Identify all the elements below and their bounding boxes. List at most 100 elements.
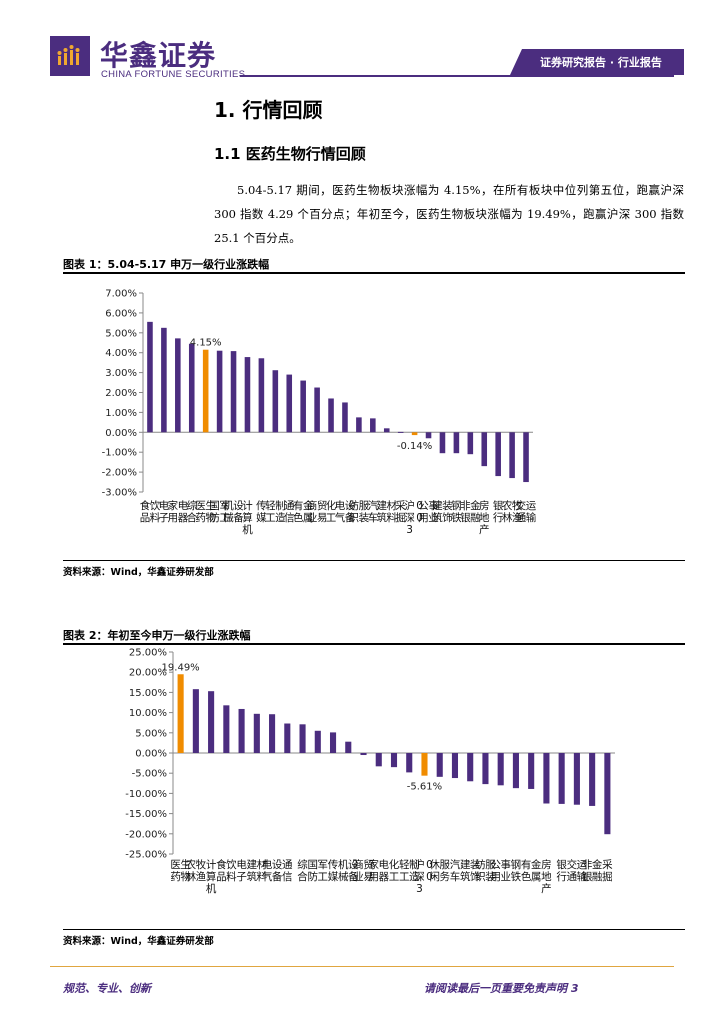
svg-text:工: 工: [326, 512, 337, 524]
bar: [328, 398, 334, 433]
y-tick-label: 25.00%: [129, 648, 167, 659]
svg-text:金: 金: [531, 858, 542, 871]
bar: [453, 432, 460, 454]
svg-text:商: 商: [353, 858, 364, 871]
figure1-top-rule: [63, 272, 685, 274]
category-label: 银行: [493, 499, 504, 524]
category-label: 钢铁: [511, 858, 522, 883]
logo-icon: [50, 36, 90, 76]
svg-text:家: 家: [369, 858, 380, 871]
svg-text:物: 物: [205, 511, 216, 524]
category-label: 计算机: [206, 858, 217, 895]
bar: [604, 753, 611, 835]
data-label: -0.14%: [397, 441, 432, 452]
bar: [300, 380, 306, 433]
svg-text:食: 食: [216, 858, 227, 871]
svg-text:气: 气: [335, 511, 346, 524]
svg-text:织: 织: [349, 512, 360, 524]
svg-text:化: 化: [389, 858, 400, 871]
bar: [356, 417, 362, 433]
svg-text:务: 务: [439, 870, 450, 883]
svg-text:色: 色: [293, 511, 304, 524]
svg-text:电: 电: [178, 499, 189, 512]
svg-text:饮: 饮: [226, 858, 237, 871]
svg-text:化: 化: [326, 499, 337, 512]
svg-text:贸: 贸: [317, 500, 328, 512]
svg-text:车: 车: [450, 870, 461, 883]
svg-text:业: 业: [500, 871, 511, 883]
svg-text:国: 国: [209, 500, 220, 512]
svg-text:车: 车: [368, 511, 379, 524]
bar: [370, 418, 376, 433]
y-tick-label: 20.00%: [129, 668, 167, 679]
category-label: 医药生物: [195, 499, 216, 524]
svg-text:设: 设: [233, 500, 244, 512]
svg-text:筑: 筑: [460, 870, 471, 883]
svg-text:业: 业: [353, 871, 364, 883]
svg-text:运: 运: [577, 859, 588, 871]
svg-text:合: 合: [297, 870, 308, 883]
svg-text:易: 易: [363, 871, 374, 883]
svg-text:食: 食: [140, 499, 151, 512]
svg-text:事: 事: [500, 858, 511, 871]
svg-text:用: 用: [168, 512, 179, 524]
svg-text:织: 织: [475, 871, 486, 883]
category-label: 化工: [326, 499, 337, 524]
y-tick-label: 0.00%: [135, 749, 167, 760]
figure1-bottom-rule: [63, 560, 685, 561]
svg-text:建: 建: [377, 499, 388, 512]
svg-text:工: 工: [219, 512, 230, 524]
bar: [383, 428, 390, 433]
svg-text:防: 防: [209, 511, 220, 524]
svg-text:防: 防: [308, 870, 319, 883]
bar: [216, 350, 223, 433]
svg-text:贸: 贸: [363, 859, 374, 871]
bar: [523, 432, 529, 483]
svg-text:计: 计: [206, 858, 217, 871]
bar: [161, 327, 167, 433]
svg-text:0: 0: [426, 859, 433, 871]
y-tick-label: -3.00%: [102, 488, 137, 499]
bar: [244, 357, 251, 433]
category-label: 通信: [282, 859, 293, 883]
header-divider: [240, 75, 674, 77]
category-label: 综合: [297, 858, 308, 883]
svg-text:装: 装: [359, 511, 370, 524]
data-label: 4.15%: [190, 338, 222, 349]
svg-text:易: 易: [317, 512, 328, 524]
svg-text:通: 通: [284, 500, 295, 512]
svg-text:筑: 筑: [432, 511, 443, 524]
y-tick-label: -15.00%: [125, 809, 167, 820]
bar: [425, 432, 432, 439]
bar: [314, 730, 321, 753]
svg-text:交: 交: [516, 499, 527, 512]
svg-text:设: 设: [345, 500, 356, 512]
bar: [253, 713, 260, 753]
svg-text:休: 休: [429, 859, 440, 871]
bar: [375, 753, 382, 767]
svg-text:料: 料: [387, 511, 398, 524]
svg-text:深: 深: [404, 512, 415, 524]
svg-text:服: 服: [485, 859, 496, 871]
y-tick-label: -5.00%: [132, 769, 167, 780]
svg-text:传: 传: [256, 500, 267, 512]
y-tick-label: 1.00%: [105, 408, 137, 419]
svg-text:料: 料: [150, 511, 161, 524]
category-label: 通信: [284, 500, 295, 524]
svg-text:机: 机: [223, 499, 234, 512]
category-label: 化工: [389, 858, 400, 883]
y-tick-label: -25.00%: [125, 850, 167, 861]
svg-text:沪: 沪: [404, 499, 415, 512]
svg-text:信: 信: [282, 871, 293, 883]
